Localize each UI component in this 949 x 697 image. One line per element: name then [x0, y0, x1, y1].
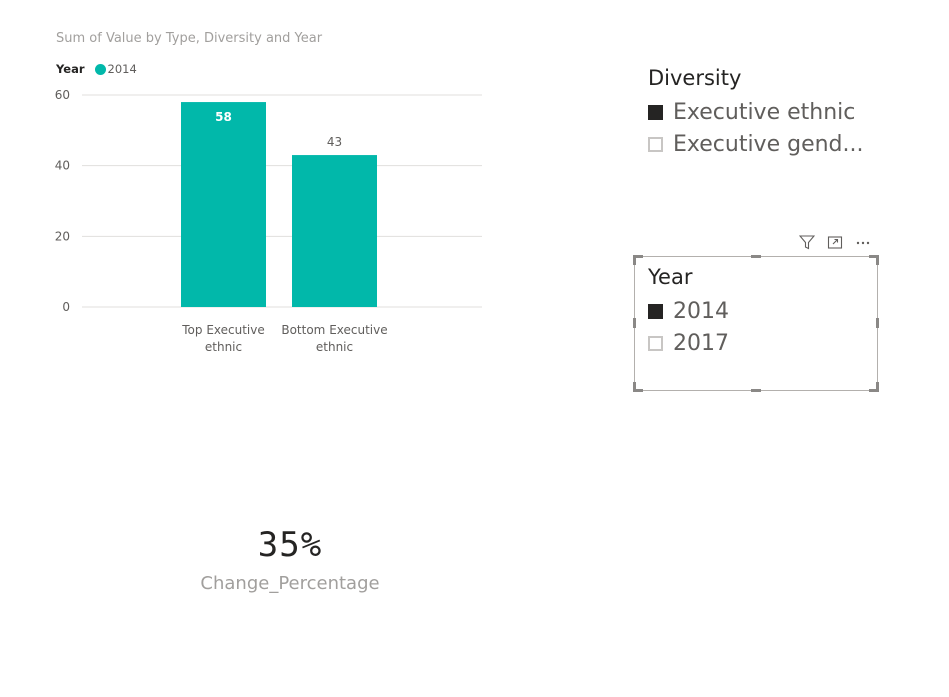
resize-handle[interactable] — [751, 255, 761, 258]
slicer-item-2017[interactable]: 2017 — [648, 327, 868, 359]
slicer-title-year: Year — [648, 265, 693, 289]
slicer-item-label: 2017 — [673, 330, 729, 356]
slicer-title-diversity: Diversity — [648, 66, 742, 90]
legend-title: Year — [56, 62, 85, 76]
x-category-label: ethnic — [316, 340, 353, 354]
bar[interactable] — [292, 155, 377, 307]
legend-marker-2014 — [94, 63, 106, 75]
checkbox-unchecked[interactable] — [648, 335, 663, 351]
bar[interactable] — [181, 102, 266, 307]
slicer-item-label: Executive ethnic — [673, 99, 856, 125]
bar-chart-visual[interactable]: Sum of Value by Type, Diversity and Year… — [0, 0, 520, 380]
resize-handle[interactable] — [633, 389, 643, 392]
filter-icon[interactable] — [798, 234, 816, 250]
x-category-label: ethnic — [205, 340, 242, 354]
data-label: 58 — [215, 110, 232, 124]
slicer-item-label: 2014 — [673, 298, 729, 324]
x-category-label: Bottom Executive — [281, 323, 387, 337]
y-tick-label: 40 — [55, 159, 70, 173]
slicer-item-2014[interactable]: 2014 — [648, 295, 868, 327]
checkbox-checked[interactable] — [648, 303, 663, 319]
focus-mode-icon[interactable] — [826, 234, 844, 250]
checkbox-unchecked[interactable] — [648, 136, 663, 152]
card-value: 35% — [257, 525, 323, 565]
more-options-icon[interactable] — [854, 234, 872, 250]
resize-handle[interactable] — [876, 318, 879, 328]
chart-title: Sum of Value by Type, Diversity and Year — [56, 31, 323, 46]
slicer-item-label: Executive gend... — [673, 131, 864, 157]
y-tick-label: 20 — [55, 229, 70, 243]
resize-handle[interactable] — [876, 255, 879, 265]
resize-handle[interactable] — [751, 389, 761, 392]
resize-handle[interactable] — [869, 389, 879, 392]
resize-handle[interactable] — [633, 255, 636, 265]
x-category-label: Top Executive — [181, 323, 265, 337]
slicer-item-executive-gender[interactable]: Executive gend... — [648, 128, 888, 160]
slicer-item-executive-ethnic[interactable]: Executive ethnic — [648, 96, 888, 128]
resize-handle[interactable] — [876, 382, 879, 392]
legend-item-2014[interactable]: 2014 — [107, 62, 137, 76]
resize-handle[interactable] — [633, 382, 636, 392]
data-label: 43 — [327, 135, 342, 149]
resize-handle[interactable] — [633, 318, 636, 328]
card-visual[interactable]: 35% Change_Percentage — [180, 525, 400, 594]
year-slicer: Year 2014 2017 — [648, 265, 868, 359]
bar-chart-plot: 0 20 40 60 58 Top Executive ethnic 43 Bottom Exe… — [55, 88, 482, 354]
y-tick-label: 60 — [55, 88, 70, 102]
chart-legend: Year 2014 — [56, 62, 137, 76]
card-label: Change_Percentage — [200, 573, 380, 594]
year-slicer-selection-frame[interactable] — [633, 255, 879, 392]
y-tick-label: 0 — [62, 300, 70, 314]
resize-handle[interactable] — [869, 255, 879, 258]
visual-header — [798, 234, 872, 250]
resize-handle[interactable] — [633, 255, 643, 258]
diversity-slicer: Diversity Executive ethnic Executive gen… — [648, 66, 888, 160]
checkbox-checked[interactable] — [648, 104, 663, 120]
